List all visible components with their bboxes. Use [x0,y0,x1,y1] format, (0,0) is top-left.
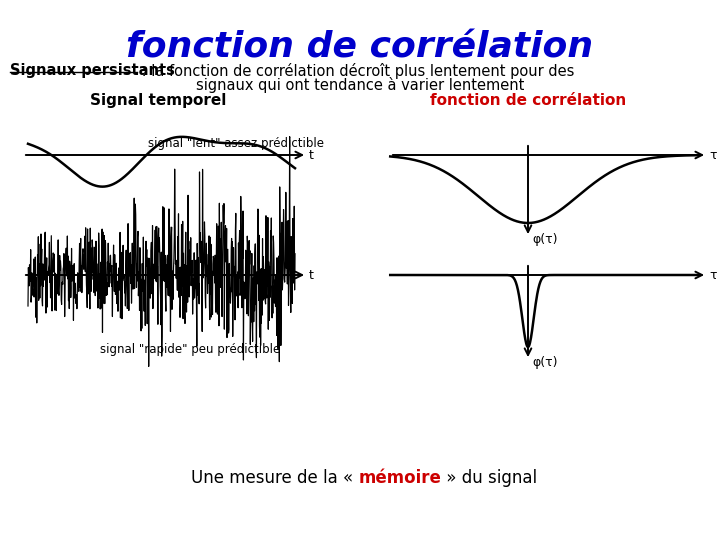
Text: » du signal: » du signal [441,469,538,487]
Text: τ: τ [709,149,716,162]
Text: signaux qui ont tendance à varier lentement: signaux qui ont tendance à varier lentem… [196,77,524,93]
Text: signal "rapide" peu prédictible: signal "rapide" peu prédictible [100,343,280,356]
Text: φ(τ): φ(τ) [532,356,557,369]
Text: Signaux persistants: Signaux persistants [10,63,175,78]
Text: signal "lent" assez prédictible: signal "lent" assez prédictible [148,137,324,150]
Text: fonction de corrélation: fonction de corrélation [430,93,626,108]
Text: Une mesure de la «: Une mesure de la « [191,469,359,487]
Text: mémoire: mémoire [359,469,441,487]
Text: t: t [309,269,314,282]
Text: t: t [309,149,314,162]
Text: φ(τ): φ(τ) [532,233,557,246]
Text: τ: τ [709,269,716,282]
Text: Signal temporel: Signal temporel [90,93,226,108]
Text: : la fonction de corrélation décroît plus lentement pour des: : la fonction de corrélation décroît plu… [137,63,575,79]
Text: fonction de corrélation: fonction de corrélation [127,30,593,64]
